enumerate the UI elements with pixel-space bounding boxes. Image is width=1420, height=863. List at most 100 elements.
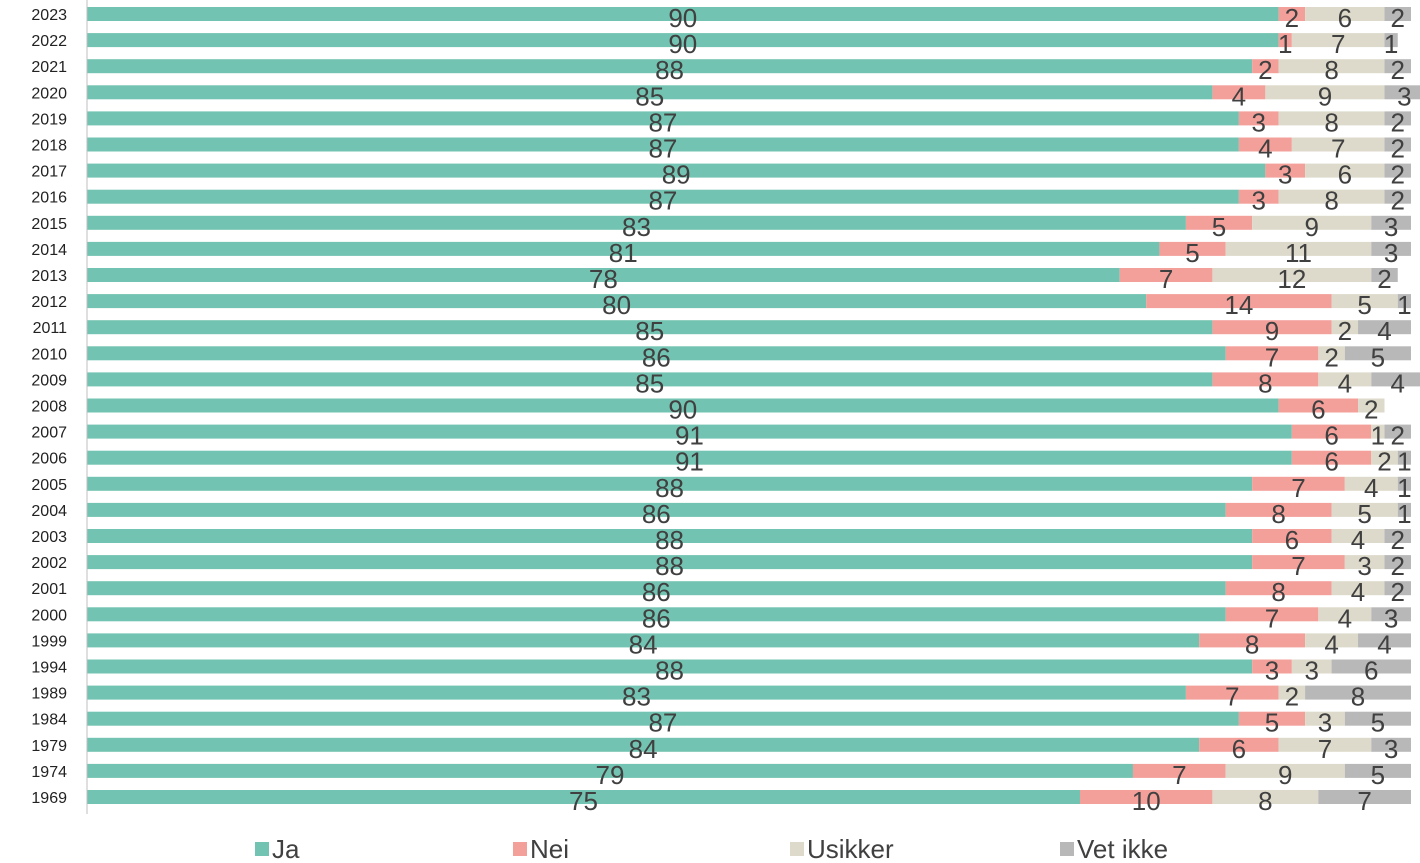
value-label-usikker-1984: 3 — [1318, 708, 1332, 738]
value-label-ja-1969: 75 — [569, 786, 598, 816]
value-label-nei-2007: 6 — [1324, 421, 1338, 451]
value-label-nei-2000: 7 — [1265, 603, 1279, 633]
value-label-usikker-2013: 12 — [1277, 264, 1306, 294]
bar-vet-ikke-1979 — [1371, 737, 1411, 752]
bar-nei-2006 — [1291, 450, 1372, 465]
bar-vet-ikke-2021 — [1384, 59, 1411, 74]
bar-nei-2017 — [1265, 163, 1306, 178]
value-label-ja-1974: 79 — [596, 760, 625, 790]
bar-vet-ikke-2015 — [1371, 215, 1411, 230]
legend-label-ja: Ja — [272, 834, 300, 863]
value-label-usikker-1969: 8 — [1258, 786, 1272, 816]
value-label-ja-2007: 91 — [675, 421, 704, 451]
bar-ja-2019 — [87, 111, 1239, 126]
bar-usikker-2019 — [1278, 111, 1385, 126]
year-label-2003: 2003 — [31, 529, 67, 546]
bar-nei-2013 — [1119, 268, 1213, 282]
bar-nei-2019 — [1238, 111, 1279, 126]
value-label-vet-ikke-2018: 2 — [1391, 134, 1405, 164]
bar-nei-2022 — [1278, 33, 1292, 48]
bar-ja-2018 — [87, 137, 1239, 152]
bar-usikker-2006 — [1371, 450, 1398, 465]
bar-ja-1984 — [87, 711, 1239, 726]
value-label-vet-ikke-2003: 2 — [1391, 525, 1405, 555]
value-label-usikker-2000: 4 — [1338, 603, 1352, 633]
value-label-usikker-2006: 2 — [1377, 447, 1391, 477]
bar-vet-ikke-2005 — [1397, 476, 1411, 491]
bar-nei-2021 — [1252, 59, 1279, 74]
value-label-vet-ikke-2014: 3 — [1384, 238, 1398, 268]
value-label-ja-2011: 85 — [635, 316, 664, 346]
year-label-2001: 2001 — [31, 581, 67, 598]
legend-swatch-ja — [255, 842, 269, 856]
value-label-vet-ikke-2012: 1 — [1397, 290, 1411, 320]
year-label-2018: 2018 — [31, 138, 67, 155]
value-label-vet-ikke-1979: 3 — [1384, 734, 1398, 764]
value-label-usikker-2005: 4 — [1364, 473, 1378, 503]
legend-label-usikker: Usikker — [807, 834, 894, 863]
bar-vet-ikke-2017 — [1384, 163, 1411, 178]
value-label-vet-ikke-2022: 1 — [1384, 29, 1398, 59]
bar-usikker-2007 — [1371, 424, 1385, 439]
value-label-vet-ikke-2011: 4 — [1377, 316, 1391, 346]
value-label-vet-ikke-2019: 2 — [1391, 107, 1405, 137]
value-label-nei-2011: 9 — [1265, 316, 1279, 346]
bar-vet-ikke-2011 — [1358, 320, 1411, 335]
year-label-2012: 2012 — [31, 294, 67, 311]
value-label-nei-2016: 3 — [1252, 186, 1266, 216]
bar-nei-2003 — [1252, 529, 1332, 543]
bar-vet-ikke-2006 — [1397, 450, 1411, 465]
value-label-vet-ikke-2007: 2 — [1391, 421, 1405, 451]
value-label-vet-ikke-1999: 4 — [1377, 629, 1391, 659]
bar-nei-1994 — [1252, 659, 1292, 674]
value-label-ja-2001: 86 — [642, 577, 671, 607]
bar-usikker-2001 — [1331, 581, 1385, 596]
year-labels-group: 2023 2022 2021 2020 2019 2018 2017 2016 2015 2014… — [31, 7, 67, 807]
bar-usikker-2020 — [1265, 85, 1385, 100]
value-label-nei-1994: 3 — [1265, 656, 1279, 686]
year-label-2010: 2010 — [31, 346, 67, 363]
value-label-nei-2006: 6 — [1324, 447, 1338, 477]
value-label-usikker-1989: 2 — [1285, 682, 1299, 712]
bar-ja-2020 — [87, 85, 1213, 100]
bar-vet-ikke-2001 — [1384, 581, 1411, 596]
year-label-2004: 2004 — [31, 503, 67, 520]
value-label-usikker-2003: 4 — [1351, 525, 1365, 555]
value-label-vet-ikke-1969: 7 — [1357, 786, 1371, 816]
bar-vet-ikke-2019 — [1384, 111, 1411, 126]
bar-vet-ikke-2016 — [1384, 189, 1411, 204]
bar-vet-ikke-1994 — [1331, 659, 1411, 674]
value-label-nei-2015: 5 — [1212, 212, 1226, 242]
bars-group — [87, 7, 1420, 804]
bar-nei-2000 — [1225, 607, 1319, 622]
bar-usikker-2023 — [1305, 7, 1385, 21]
value-label-usikker-1979: 7 — [1318, 734, 1332, 764]
bar-vet-ikke-2009 — [1371, 372, 1420, 387]
value-label-nei-1974: 7 — [1172, 760, 1186, 790]
value-label-ja-1989: 83 — [622, 682, 651, 712]
value-label-vet-ikke-2015: 3 — [1384, 212, 1398, 242]
bar-ja-2007 — [87, 424, 1292, 439]
bar-ja-2001 — [87, 581, 1226, 596]
value-label-vet-ikke-2004: 1 — [1397, 499, 1411, 529]
year-label-2002: 2002 — [31, 555, 67, 572]
bar-ja-1979 — [87, 737, 1200, 752]
bar-ja-2017 — [87, 163, 1266, 178]
bar-usikker-1989 — [1278, 685, 1306, 700]
value-label-usikker-2018: 7 — [1331, 134, 1345, 164]
bar-usikker-1979 — [1278, 737, 1372, 752]
value-label-usikker-2017: 6 — [1338, 160, 1352, 190]
value-label-usikker-2016: 8 — [1324, 186, 1338, 216]
bar-ja-2022 — [87, 33, 1279, 48]
bar-nei-2015 — [1185, 215, 1253, 230]
bar-vet-ikke-2022 — [1384, 33, 1398, 48]
bar-ja-2000 — [87, 607, 1226, 622]
bar-usikker-2014 — [1225, 241, 1372, 256]
bar-usikker-2022 — [1291, 33, 1385, 48]
bar-nei-2020 — [1212, 85, 1266, 100]
bar-usikker-2017 — [1305, 163, 1385, 178]
value-label-nei-2019: 3 — [1252, 107, 1266, 137]
value-label-vet-ikke-2001: 2 — [1391, 577, 1405, 607]
value-label-ja-2014: 81 — [609, 238, 638, 268]
bar-vet-ikke-2003 — [1384, 529, 1411, 543]
